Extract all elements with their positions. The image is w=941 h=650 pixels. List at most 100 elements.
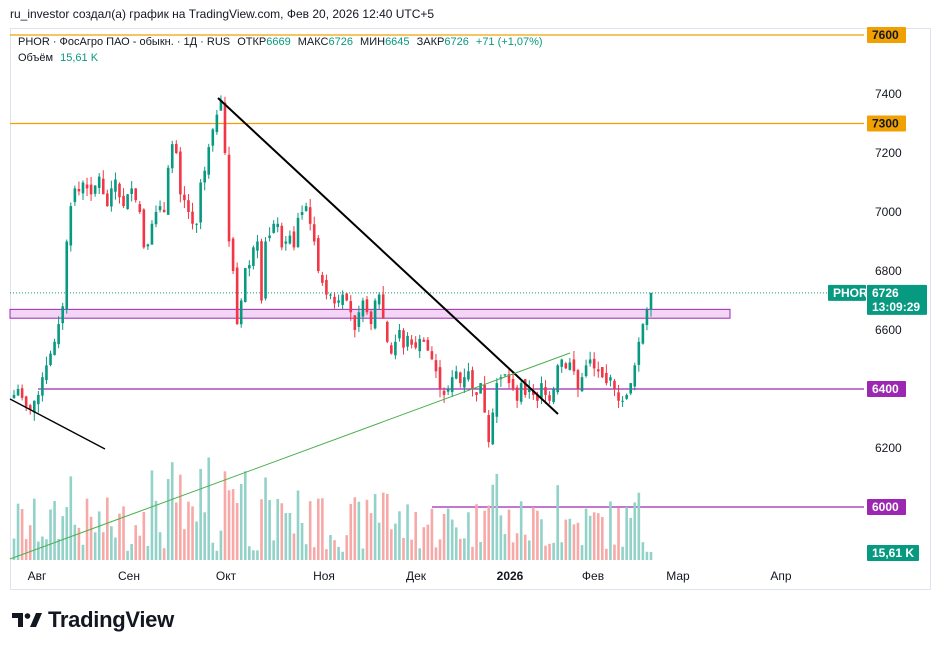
candle-body [304,206,308,212]
candle-body [93,185,97,194]
volume-bar [523,534,527,560]
candle-body [357,312,361,327]
candle-body [280,225,284,248]
candle-body [365,299,369,313]
volume-tag-text: 15,61 K [872,546,914,560]
volume-bar [203,512,206,560]
volume-bar [552,542,555,560]
volume-bar [158,532,162,560]
volume-value: 15,61 K [60,52,99,64]
tradingview-wordmark: TradingView [48,607,174,632]
volume-bar [65,507,69,560]
candle-body [418,338,422,352]
candle-body [613,380,616,389]
volume-bar [463,538,466,560]
volume-bar [390,529,393,560]
level-tag-7300-bg [867,115,906,132]
candle-body [61,306,64,324]
volume-bar [592,512,596,560]
volume-bar [325,549,328,560]
volume-bar [16,503,20,560]
volume-bar [467,512,470,560]
level-tag-7600-text: 7600 [872,28,899,42]
candle-body [410,339,413,345]
candle-body [385,321,389,342]
time-axis-label: Дек [406,569,427,583]
volume-bar [609,501,612,560]
candle-body [292,231,296,248]
high-value: 6726 [328,36,353,48]
time-axis-label: Авг [28,569,47,583]
open-value: 6669 [266,36,291,48]
candle-body [483,384,486,413]
candle-body [16,389,20,396]
tradingview-logo[interactable]: TradingView [12,607,174,633]
volume-bar [248,546,251,560]
candle-body [605,372,608,384]
candle-body [495,383,499,417]
candle-body [438,367,442,389]
candle-body [37,394,40,405]
volume-bar [280,503,284,560]
volume-bar [422,527,426,560]
volume-bar [381,492,385,560]
price-tick-label: 7400 [875,87,902,101]
volume-bar [256,550,259,560]
candle-body [235,267,239,325]
volume-bar [45,539,48,560]
symbol-tag-bg [828,284,866,301]
candle-body [122,195,125,207]
candle-body [179,151,182,195]
volume-bar [369,513,373,560]
candle-body [568,362,572,370]
candle-body [325,280,328,295]
candle-body [57,324,60,345]
candle-body [381,294,385,319]
level-tag-6000-text: 6000 [872,500,899,514]
volume-bar [316,498,320,560]
candle-body [207,147,211,175]
volume-bar [195,521,198,560]
volume-bar [426,524,430,560]
candle-body [341,294,344,305]
candle-body [150,223,154,245]
candle-body [312,224,316,242]
candle-body [467,371,470,380]
level-tag-7600: 7600 [867,27,906,43]
price-tick-label: 7000 [875,205,902,219]
volume-bar [544,545,547,560]
volume-bar [633,502,637,560]
volume-bar [402,537,405,560]
candle-body [69,206,73,246]
volume-bar [584,508,588,560]
candle-body [32,400,36,413]
volume-bar [580,545,584,560]
volume-bar [93,532,97,560]
volume-bar [341,551,344,560]
volume-bar [337,546,340,560]
volume-bar [69,476,73,560]
price-tick-label: 6200 [875,441,902,455]
volume-bar [162,548,166,560]
trendlines [9,97,571,560]
candle-body [77,188,81,192]
candle-body [625,394,628,399]
volume-bar [373,494,377,560]
volume-bar [418,548,422,560]
candle-body [609,377,612,381]
volume-bar [507,509,511,560]
candle-body [308,207,312,224]
volume-bar [89,516,93,560]
candle-body [544,387,547,395]
volume-bar [122,506,125,560]
volume-bar [394,523,397,560]
volume-bar [605,548,608,560]
volume-bar [97,511,101,560]
volume-bar [446,508,450,560]
level-tag-7600-bg [867,27,906,43]
candle-body [130,188,133,194]
candle-body [321,274,324,283]
candle-body [183,194,186,201]
trendline-short [9,398,106,450]
